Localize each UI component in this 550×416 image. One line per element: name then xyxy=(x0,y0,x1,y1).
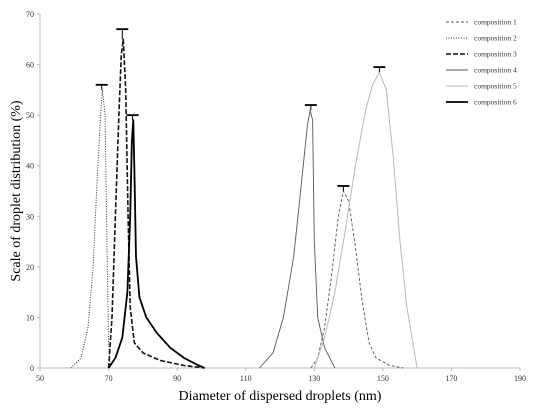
series-line-composition-3 xyxy=(107,38,205,369)
error-bar-composition-3 xyxy=(116,28,129,40)
legend-item: composition 3 xyxy=(446,50,517,59)
x-tick-label: 130 xyxy=(308,374,320,383)
legend-item: composition 1 xyxy=(446,18,517,27)
axes xyxy=(39,14,520,369)
x-tick-label: 110 xyxy=(240,374,252,383)
legend-item: composition 4 xyxy=(446,66,517,75)
x-tick-label: 90 xyxy=(173,374,181,383)
series-line-composition-6 xyxy=(107,119,205,369)
error-bar-composition-4 xyxy=(304,104,317,111)
legend-item: composition 5 xyxy=(446,82,517,91)
y-tick-label: 50 xyxy=(26,111,34,120)
series-line-composition-5 xyxy=(313,71,418,369)
legend-label: composition 6 xyxy=(474,98,517,107)
y-axis-title: Scale of droplet distribution (%) xyxy=(9,100,24,282)
x-tick-label: 70 xyxy=(105,374,113,383)
series-line-composition-1 xyxy=(310,190,404,369)
series-line-composition-2 xyxy=(70,89,111,369)
error-bar-composition-2 xyxy=(95,83,108,90)
error-bar-composition-6 xyxy=(126,114,139,121)
y-tick-label: 20 xyxy=(26,263,34,272)
x-tick-label: 50 xyxy=(36,374,44,383)
y-tick-label: 30 xyxy=(26,212,34,221)
legend-item: composition 2 xyxy=(446,34,517,43)
y-tick-label: 0 xyxy=(30,364,34,373)
series-line-composition-4 xyxy=(259,109,336,369)
y-tick-label: 10 xyxy=(26,313,34,322)
x-tick-label: 190 xyxy=(514,374,526,383)
x-tick-label: 150 xyxy=(377,374,389,383)
series-lines xyxy=(70,28,418,369)
legend-label: composition 2 xyxy=(474,34,517,43)
legend-item: composition 6 xyxy=(446,98,517,107)
error-bar-composition-1 xyxy=(337,185,350,191)
y-tick-label: 60 xyxy=(26,61,34,70)
y-tick-label: 70 xyxy=(26,10,34,19)
y-tick-label: 40 xyxy=(26,162,34,171)
x-axis-title: Diameter of dispersed droplets (nm) xyxy=(179,389,382,404)
tick-labels: 50 70 90 110 130 150 170 190 0 10 20 30 40 50 60 70 xyxy=(26,10,526,383)
error-bar-composition-5 xyxy=(373,66,386,73)
legend-label: composition 1 xyxy=(474,18,517,27)
legend-label: composition 3 xyxy=(474,50,517,59)
x-tick-label: 170 xyxy=(445,374,457,383)
legend: composition 1 composition 2 composition 3 c… xyxy=(446,18,517,107)
legend-label: composition 4 xyxy=(474,66,517,75)
legend-label: composition 5 xyxy=(474,82,517,91)
